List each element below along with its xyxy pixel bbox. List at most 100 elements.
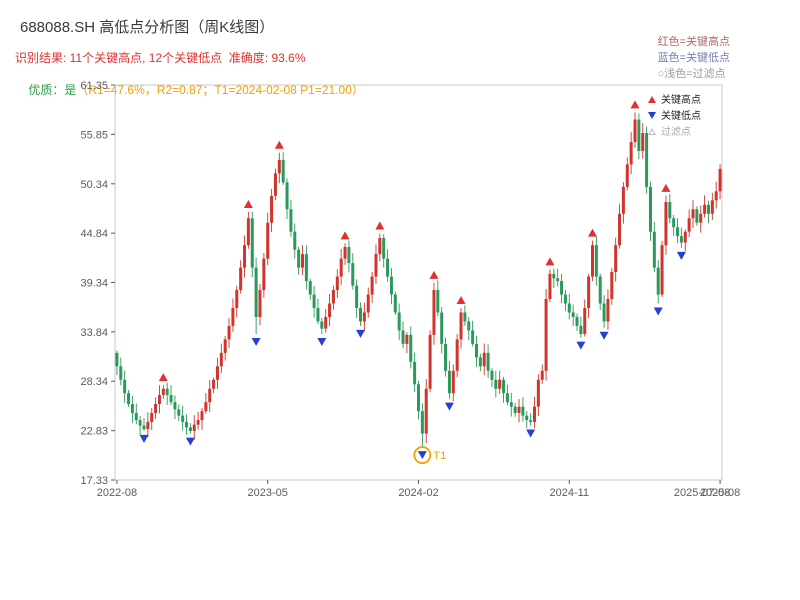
candle	[417, 384, 420, 412]
candle	[444, 343, 448, 371]
candle	[618, 213, 622, 246]
candle	[536, 379, 540, 407]
candle	[204, 402, 208, 412]
candle	[185, 421, 189, 428]
x-axis: 2022-08 2023-05 2024-02 2024-11 2025-082025-…	[97, 480, 740, 499]
candle	[320, 321, 324, 329]
candle	[424, 388, 428, 434]
key-high-marker	[545, 257, 555, 266]
candle	[695, 209, 699, 223]
candle	[513, 406, 517, 413]
recognition-result-line: 识别结果: 11个关键高点, 12个关键低点 准确度: 93.6%	[15, 51, 306, 65]
candle	[710, 200, 714, 214]
candle	[614, 245, 618, 273]
candle	[563, 294, 567, 304]
candle	[664, 202, 668, 246]
candle	[146, 421, 150, 430]
candle	[478, 357, 482, 367]
y-tick-label: 28.34	[80, 376, 108, 388]
y-tick-label: 55.85	[80, 129, 108, 141]
candle	[328, 303, 332, 317]
candle	[339, 258, 343, 277]
legend-note-item-high: 红色=关键高点	[657, 36, 730, 48]
quality-line: 优质：是（R1=47.6%，R2=0.87；T1=2024-02-08 P1=2…	[15, 67, 364, 112]
candle	[687, 218, 691, 232]
x-tick-label: 2023-05	[248, 487, 288, 499]
candle	[270, 195, 274, 223]
candle	[683, 231, 687, 243]
candle	[579, 325, 583, 335]
candle	[401, 330, 405, 344]
candle	[409, 334, 413, 362]
key-low-marker	[356, 329, 366, 338]
candle	[428, 334, 432, 389]
key-high-marker	[375, 221, 385, 230]
candle	[200, 411, 204, 421]
candle	[668, 202, 672, 219]
candle	[498, 379, 502, 389]
candle	[169, 395, 173, 403]
x-tick-label: 2024-02	[398, 487, 438, 499]
candle	[656, 267, 660, 295]
key-low-marker	[139, 434, 149, 443]
candle	[652, 231, 656, 268]
key-high-marker	[429, 270, 439, 279]
candle	[304, 254, 308, 282]
candle	[301, 254, 305, 268]
candle	[459, 312, 463, 340]
key-high-markers	[158, 100, 671, 382]
candle	[382, 237, 386, 259]
candle	[130, 403, 134, 413]
candle	[575, 316, 579, 326]
candle	[192, 424, 196, 431]
t1-label: T1	[433, 450, 446, 462]
y-tick-label: 44.84	[80, 228, 108, 240]
page-title: 688088.SH 高低点分析图（周K线图）	[20, 19, 275, 36]
candle	[273, 173, 277, 196]
y-tick-label: 39.34	[80, 278, 108, 290]
candle	[610, 272, 614, 300]
y-tick-label: 61.35	[80, 80, 108, 92]
candle	[672, 218, 676, 228]
candle	[335, 276, 339, 291]
candle	[374, 254, 378, 277]
candle	[405, 334, 409, 344]
candle	[676, 227, 680, 237]
candle	[212, 379, 216, 389]
candle	[703, 204, 707, 214]
key-high-marker	[243, 199, 253, 208]
candle	[239, 267, 243, 291]
candle	[540, 370, 544, 380]
candle	[308, 281, 312, 295]
key-high-marker	[661, 183, 671, 192]
key-high-marker	[158, 373, 168, 382]
candle	[451, 370, 455, 394]
candle	[316, 307, 320, 322]
candle	[590, 245, 594, 277]
candle	[679, 236, 683, 243]
candle	[389, 276, 393, 295]
candle	[386, 258, 390, 277]
t1-annotation: T1	[413, 446, 446, 464]
legend-filtered-icon	[648, 127, 656, 135]
candle	[289, 209, 293, 232]
candle	[544, 299, 548, 371]
candle	[706, 204, 710, 214]
candle	[181, 415, 185, 422]
candle	[119, 366, 123, 380]
candle	[243, 245, 247, 268]
candle	[440, 312, 444, 344]
candle	[532, 406, 536, 422]
candle	[432, 290, 436, 335]
candle	[521, 406, 525, 416]
candle	[134, 412, 138, 421]
candle	[556, 278, 560, 282]
candle	[246, 218, 250, 246]
candle	[583, 307, 587, 335]
key-low-markers	[139, 251, 686, 460]
candle	[297, 249, 301, 268]
candle	[208, 388, 212, 403]
candle	[552, 273, 556, 279]
candle	[366, 294, 370, 313]
candle	[165, 388, 169, 396]
